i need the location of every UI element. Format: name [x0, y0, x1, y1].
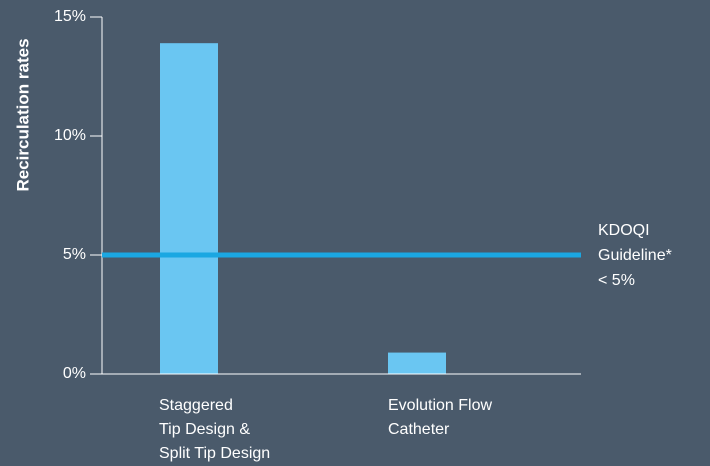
category-label: Tip Design & — [159, 421, 250, 438]
y-tick-label: 10% — [54, 127, 86, 144]
y-tick-label: 5% — [63, 246, 86, 263]
reference-line-label: KDOQI — [598, 222, 650, 239]
category-label: Catheter — [388, 421, 450, 438]
reference-line-label: Guideline* — [598, 247, 672, 264]
reference-line-label: < 5% — [598, 272, 635, 289]
bars — [160, 43, 446, 375]
y-axis: 0% 5% 10% 15% — [54, 8, 103, 382]
bar — [160, 43, 218, 375]
reference-line-group: KDOQI Guideline* < 5% — [102, 222, 672, 289]
y-axis-label: Recirculation rates — [13, 38, 32, 191]
category-label: Split Tip Design — [159, 445, 270, 462]
category-label: Evolution Flow — [388, 397, 492, 414]
category-label: Staggered — [159, 397, 233, 414]
y-tick-label: 15% — [54, 8, 86, 25]
bar — [388, 352, 446, 374]
category-labels: Staggered Tip Design & Split Tip Design Evo… — [159, 397, 492, 462]
y-tick-label: 0% — [63, 365, 86, 382]
